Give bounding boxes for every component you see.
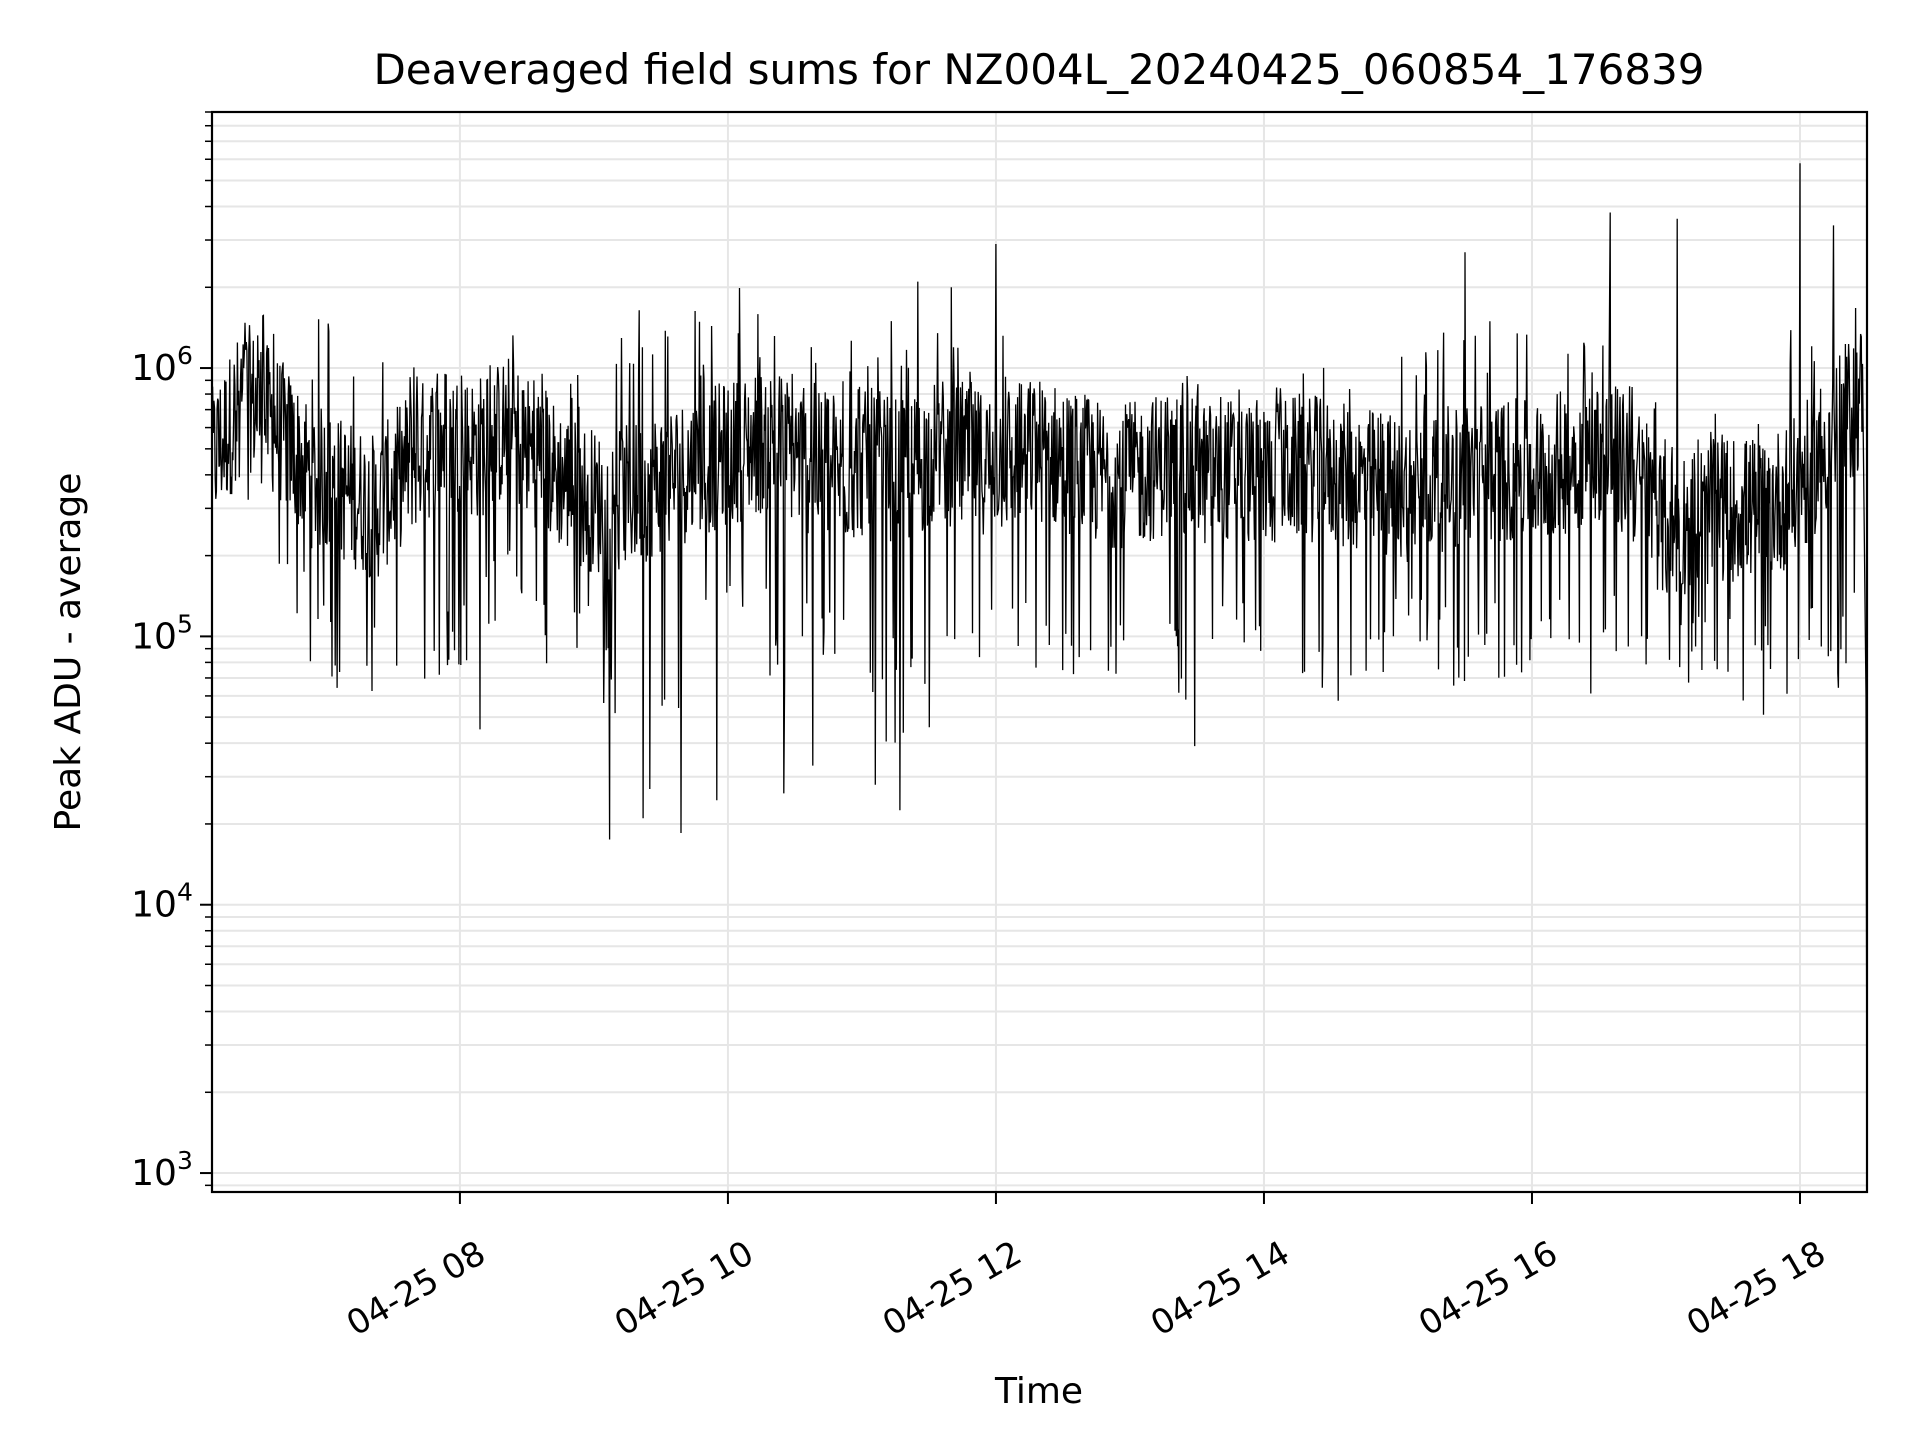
plot-frame — [210, 110, 1869, 1194]
y-tick-label: 103 — [131, 1146, 193, 1194]
x-tick-label: 04-25 16 — [1412, 1233, 1564, 1344]
series-line — [211, 163, 1868, 1152]
x-tick-label: 04-25 10 — [608, 1233, 760, 1344]
tick-layer: 103 104 105 106 04-25 08 04-25 10 04-25 12 04-2… — [131, 111, 1832, 1344]
x-tick-label: 04-25 18 — [1680, 1233, 1832, 1344]
y-tick-label: 106 — [131, 341, 193, 389]
x-tick-label: 04-25 12 — [876, 1233, 1028, 1344]
chart-title: Deaveraged field sums for NZ004L_2024042… — [373, 45, 1704, 94]
x-axis-label: Time — [994, 1371, 1083, 1412]
data-layer — [211, 163, 1868, 1152]
x-tick-label: 04-25 14 — [1144, 1233, 1296, 1344]
y-axis-label: Peak ADU - average — [48, 473, 89, 832]
x-tick-label: 04-25 08 — [340, 1233, 492, 1344]
y-tick-label: 105 — [131, 609, 193, 657]
y-tick-label: 104 — [131, 878, 193, 926]
